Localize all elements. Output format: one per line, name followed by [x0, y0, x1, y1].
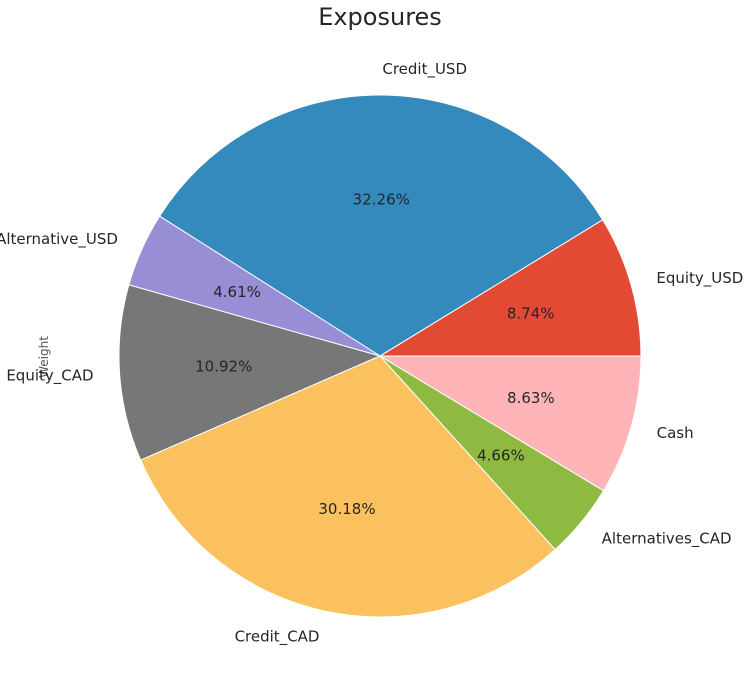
percent-label-credit-cad: 30.18%: [318, 500, 375, 518]
category-label-credit-usd: Credit_USD: [382, 60, 467, 79]
pie-slice-credit-usd: [158, 94, 604, 357]
category-label-equity-cad: Equity_CAD: [6, 366, 93, 385]
y-axis-label: Weight: [37, 336, 51, 378]
percent-label-cash: 8.63%: [507, 389, 555, 407]
percent-label-credit-usd: 32.26%: [353, 190, 410, 208]
pie-slice-equity-usd: [378, 219, 642, 357]
pie-slice-cash: [378, 355, 642, 492]
chart-title: Exposures: [318, 3, 442, 31]
category-label-alternatives-cad: Alternatives_CAD: [602, 529, 732, 548]
pie-slice-credit-cad: [140, 355, 556, 618]
percent-label-equity-usd: 8.74%: [507, 305, 555, 323]
category-label-credit-cad: Credit_CAD: [235, 628, 320, 647]
category-label-equity-usd: Equity_USD: [656, 269, 743, 288]
pie-slice-equity-cad: [118, 284, 382, 461]
category-label-alternative-usd: Alternative_USD: [0, 230, 118, 249]
percent-label-alternative-usd: 4.61%: [213, 283, 261, 301]
category-label-cash: Cash: [657, 424, 694, 442]
percent-label-alternatives-cad: 4.66%: [477, 447, 525, 465]
category-labels: Equity_USD Credit_USD Alternative_USD Equit…: [0, 60, 743, 647]
percent-labels: 8.74% 32.26% 4.61% 10.92% 30.18% 4.66% 8.63%: [195, 190, 555, 518]
pie-slices: [118, 94, 642, 618]
percent-label-equity-cad: 10.92%: [195, 358, 252, 376]
